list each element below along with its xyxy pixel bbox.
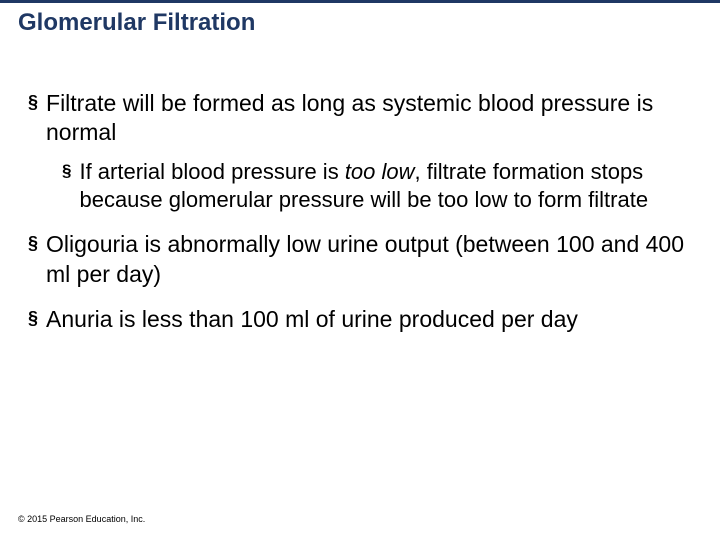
bullet-1: § Filtrate will be formed as long as sys…: [28, 89, 692, 148]
text-pre: If arterial blood pressure is: [79, 159, 344, 184]
text-emphasis: too low: [345, 159, 415, 184]
bullet-2: § Oligouria is abnormally low urine outp…: [28, 230, 692, 289]
bullet-marker: §: [28, 233, 38, 254]
bullet-text: Anuria is less than 100 ml of urine prod…: [46, 305, 578, 334]
content-area: § Filtrate will be formed as long as sys…: [0, 41, 720, 335]
bullet-marker: §: [28, 92, 38, 113]
header: Glomerular Filtration: [0, 3, 720, 41]
bullet-marker: §: [28, 308, 38, 329]
copyright-text: © 2015 Pearson Education, Inc.: [18, 514, 145, 524]
bullet-text: Filtrate will be formed as long as syste…: [46, 89, 692, 148]
bullet-1a: § If arterial blood pressure is too low,…: [62, 158, 692, 214]
bullet-marker: §: [62, 161, 71, 181]
slide-title: Glomerular Filtration: [18, 9, 255, 37]
bullet-3: § Anuria is less than 100 ml of urine pr…: [28, 305, 692, 334]
title-tab: Glomerular Filtration: [0, 3, 269, 41]
bullet-text: Oligouria is abnormally low urine output…: [46, 230, 692, 289]
bullet-text: If arterial blood pressure is too low, f…: [79, 158, 692, 214]
